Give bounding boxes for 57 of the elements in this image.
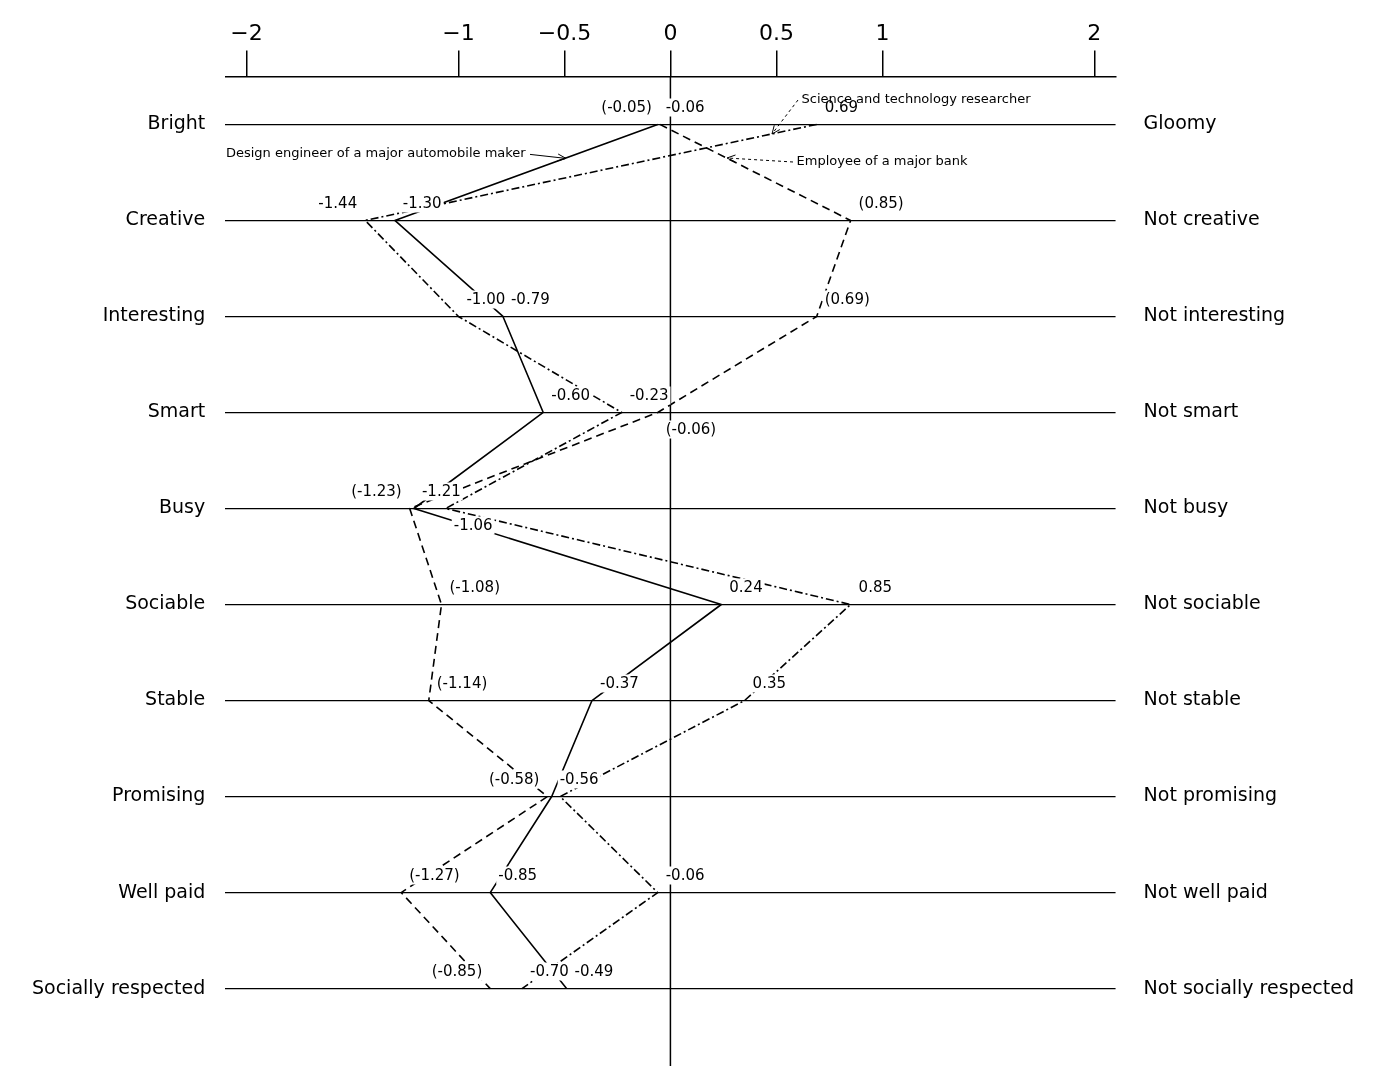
data-label: (-0.05) (601, 97, 652, 116)
data-label: -0.70 (530, 961, 569, 980)
data-label: (-0.85) (431, 961, 483, 980)
data-label: (-1.27) (409, 865, 460, 884)
y-tick-label: Creative (125, 207, 206, 230)
data-label: 0.85 (858, 577, 892, 596)
data-label: -1.06 (453, 515, 493, 534)
data-label: -1.21 (421, 481, 461, 500)
data-label: -0.49 (574, 961, 614, 980)
data-label: 0.24 (729, 577, 763, 596)
data-label: (-1.14) (436, 673, 488, 692)
x-tick-label: −1 (442, 19, 475, 45)
data-label: -0.60 (551, 385, 591, 404)
y2-tick-label: Not well paid (1143, 879, 1268, 902)
y2-tick-label: Gloomy (1143, 111, 1217, 134)
data-label: (0.85) (858, 193, 904, 212)
y-tick-label: Well paid (118, 879, 206, 902)
data-label: -1.30 (402, 193, 442, 212)
data-label: -0.23 (629, 385, 669, 404)
data-label: (-0.58) (488, 769, 540, 788)
y2-tick-label: Not busy (1143, 495, 1229, 518)
data-label: -0.56 (559, 769, 599, 788)
data-label: (-1.23) (351, 481, 402, 500)
data-label: -0.79 (510, 289, 550, 308)
data-label: (0.69) (824, 289, 870, 308)
y-tick-label: Promising (112, 783, 206, 806)
data-label: -1.44 (318, 193, 358, 212)
x-tick-label: −2 (230, 19, 263, 45)
data-label: -1.00 (466, 289, 506, 308)
x-tick-label: 2 (1087, 19, 1102, 45)
y-tick-label: Socially respected (31, 975, 206, 998)
y-tick-label: Interesting (102, 303, 206, 326)
y2-tick-label: Not stable (1143, 687, 1241, 710)
data-label: -0.37 (599, 673, 639, 692)
y-tick-label: Stable (145, 687, 206, 710)
y2-tick-label: Not smart (1143, 399, 1239, 422)
y2-tick-label: Not sociable (1143, 591, 1261, 614)
x-tick-label: −0.5 (537, 19, 592, 45)
y2-tick-label: Not interesting (1143, 303, 1286, 326)
data-label: (-0.06) (665, 419, 717, 438)
data-label: (-1.08) (449, 577, 500, 596)
x-tick-label: 1 (875, 19, 890, 45)
data-label: -0.06 (665, 97, 705, 116)
legend-label: Design engineer of a major automobile maker (225, 145, 527, 161)
y2-tick-label: Not socially respected (1143, 975, 1355, 998)
x-tick-label: 0 (663, 19, 678, 45)
y-tick-label: Smart (147, 399, 206, 422)
data-label: -0.06 (665, 865, 705, 884)
y2-tick-label: Not promising (1143, 783, 1278, 806)
y2-tick-label: Not creative (1143, 207, 1260, 230)
y-tick-label: Bright (147, 111, 206, 134)
y-tick-label: Sociable (125, 591, 206, 614)
y-tick-label: Busy (159, 495, 206, 518)
series-label: Employee of a major bank (796, 153, 968, 169)
data-label: 0.35 (752, 673, 787, 692)
x-tick-label: 0.5 (758, 19, 794, 45)
data-label: -0.85 (498, 865, 538, 884)
